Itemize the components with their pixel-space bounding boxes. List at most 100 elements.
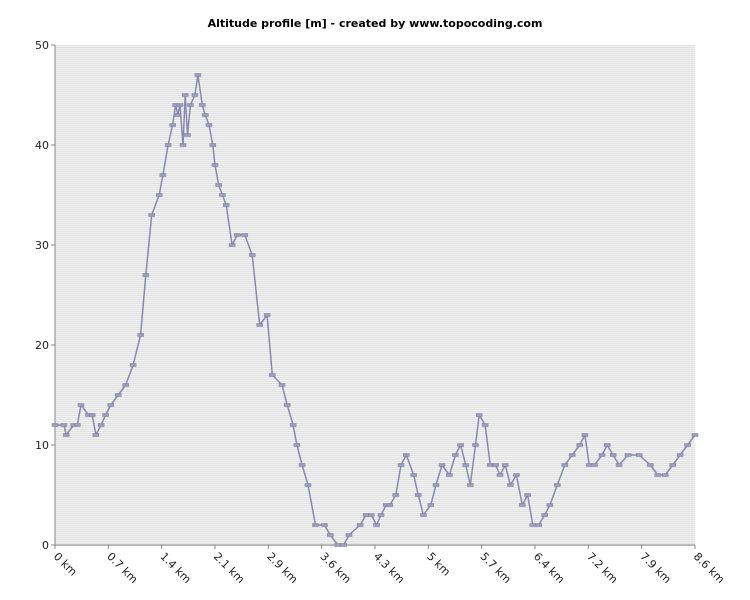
data-point — [298, 463, 306, 467]
data-point — [263, 313, 271, 317]
data-point — [107, 403, 115, 407]
data-point — [137, 333, 144, 337]
data-point — [74, 423, 81, 427]
data-point — [356, 523, 364, 527]
data-point — [603, 443, 611, 447]
data-point — [457, 443, 464, 447]
x-tick-label: 8.6 km — [691, 550, 727, 586]
data-point — [256, 323, 263, 327]
data-point — [496, 473, 504, 477]
data-point — [340, 543, 347, 547]
data-point — [676, 453, 684, 457]
data-point — [576, 443, 583, 447]
data-point — [624, 453, 632, 457]
data-point — [403, 453, 410, 457]
y-tick-label: 30 — [35, 239, 49, 252]
data-point — [467, 483, 474, 487]
chart-title: Altitude profile [m] - created by www.to… — [207, 17, 543, 30]
x-tick-label: 6.4 km — [531, 550, 567, 586]
data-point — [169, 123, 176, 127]
x-tick-label: 0 km — [51, 550, 80, 579]
data-point — [481, 423, 489, 427]
data-point — [241, 233, 249, 237]
data-point — [410, 473, 417, 477]
data-point — [148, 213, 155, 217]
y-tick-label: 0 — [42, 539, 49, 552]
data-point — [209, 143, 217, 147]
data-point — [635, 453, 643, 457]
data-point — [546, 503, 554, 507]
data-point — [181, 93, 189, 97]
y-tick-label: 10 — [35, 439, 49, 452]
data-point — [615, 463, 623, 467]
data-point — [115, 393, 122, 397]
data-point — [541, 513, 548, 517]
data-point — [568, 453, 576, 457]
x-tick-label: 3.6 km — [318, 550, 354, 586]
data-point — [654, 473, 662, 477]
data-point — [234, 233, 241, 237]
data-point — [122, 383, 129, 387]
data-point — [174, 113, 182, 117]
data-point — [507, 483, 514, 487]
data-point — [581, 433, 589, 437]
data-point — [554, 483, 561, 487]
x-tick-label: 4.3 km — [371, 550, 407, 586]
data-point — [92, 433, 100, 437]
data-point — [321, 523, 328, 527]
y-tick-label: 40 — [35, 139, 49, 152]
series-group — [51, 73, 699, 547]
data-point — [293, 443, 301, 447]
data-point — [88, 413, 96, 417]
data-point — [529, 523, 537, 527]
data-point — [205, 123, 213, 127]
data-point — [334, 543, 342, 547]
y-tick-label: 20 — [35, 339, 49, 352]
data-point — [414, 493, 422, 497]
data-point — [60, 423, 68, 427]
data-point — [219, 193, 226, 197]
data-point — [561, 463, 569, 467]
data-point — [345, 533, 353, 537]
data-point — [248, 253, 256, 257]
data-point — [475, 413, 483, 417]
data-point — [427, 503, 435, 507]
x-tick-label: 7.9 km — [638, 550, 674, 586]
data-point — [184, 133, 191, 137]
data-point — [386, 503, 394, 507]
data-point — [289, 423, 297, 427]
data-point — [432, 483, 440, 487]
data-point — [283, 403, 291, 407]
data-point — [187, 103, 194, 107]
data-point — [661, 473, 669, 477]
data-point — [176, 103, 184, 107]
data-point — [420, 513, 427, 517]
y-tick-label: 50 — [35, 39, 49, 52]
data-point — [199, 103, 206, 107]
data-point — [215, 183, 222, 187]
x-tick-label: 7.2 km — [584, 550, 620, 586]
data-point — [179, 143, 187, 147]
data-point — [312, 523, 319, 527]
data-point — [51, 423, 59, 427]
x-tick-label: 5 km — [424, 550, 453, 579]
data-point — [97, 423, 105, 427]
data-point — [492, 463, 499, 467]
data-point — [519, 503, 526, 507]
x-tick-label: 2.1 km — [211, 550, 247, 586]
data-point — [129, 363, 137, 367]
data-point — [647, 463, 654, 467]
data-point — [102, 413, 109, 417]
data-point — [191, 93, 199, 97]
data-point — [462, 463, 470, 467]
data-point — [452, 453, 459, 457]
x-tick-label: 1.4 km — [158, 550, 194, 586]
axes — [51, 44, 696, 549]
data-point — [446, 473, 453, 477]
x-tick-label: 2.9 km — [264, 550, 300, 586]
data-point — [142, 273, 150, 277]
data-point — [164, 143, 172, 147]
data-point — [222, 203, 230, 207]
data-point — [598, 453, 606, 457]
